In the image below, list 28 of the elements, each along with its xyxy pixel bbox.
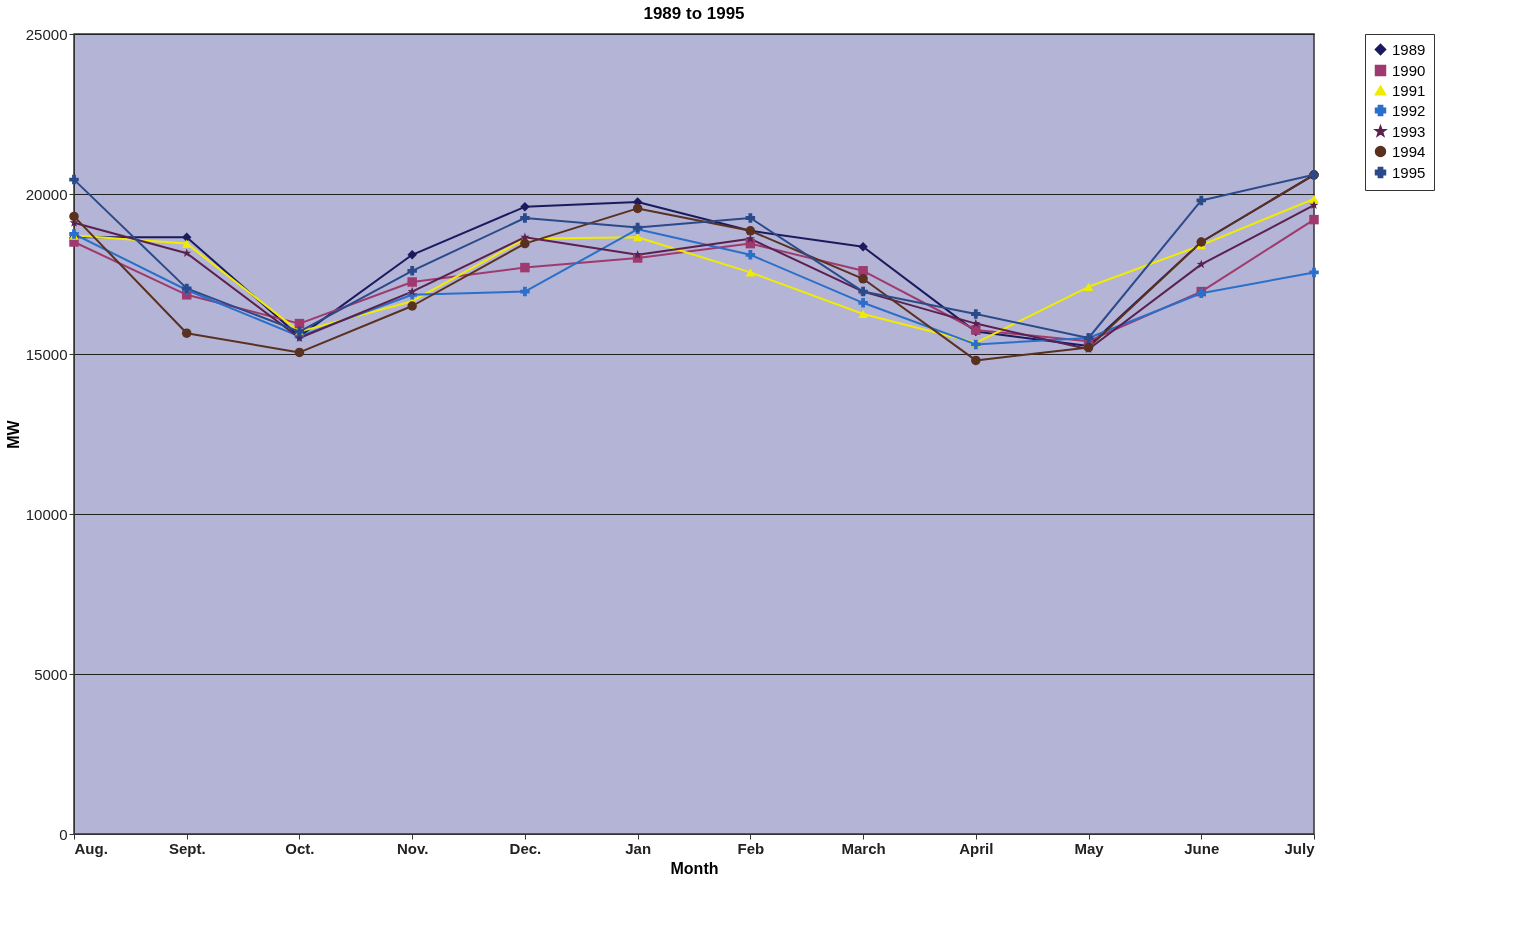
legend-label: 1989 [1392,40,1426,58]
x-tick-label: May [1074,839,1105,857]
x-tick-label: Oct. [285,839,315,857]
y-axis-title: MW [4,419,22,449]
x-tick-label: April [959,839,994,857]
y-tick-label: 20000 [25,185,68,203]
legend-label: 1993 [1392,122,1426,140]
x-tick-label: Sept. [168,839,206,857]
x-tick-label: Nov. [396,839,429,857]
legend-label: 1994 [1392,142,1426,160]
legend-label: 1992 [1392,101,1426,119]
x-tick-label: Dec. [509,839,542,857]
x-tick-label: July [1284,839,1316,857]
chart-title: 1989 to 1995 [643,4,745,23]
x-tick-label: Feb [737,839,765,857]
x-tick-label: March [841,839,886,857]
y-tick-label: 15000 [25,345,68,363]
y-tick-label: 0 [59,825,68,843]
legend-label: 1990 [1392,61,1426,79]
legend-label: 1991 [1392,81,1426,99]
x-tick-label: Aug. [74,839,108,857]
y-tick-label: 10000 [25,505,68,523]
y-tick-label: 25000 [25,25,68,43]
legend-label: 1995 [1392,163,1426,181]
x-tick-label: June [1184,839,1220,857]
y-tick-label: 5000 [34,665,68,683]
x-axis-title: Month [670,859,719,877]
x-tick-label: Jan [625,839,652,857]
